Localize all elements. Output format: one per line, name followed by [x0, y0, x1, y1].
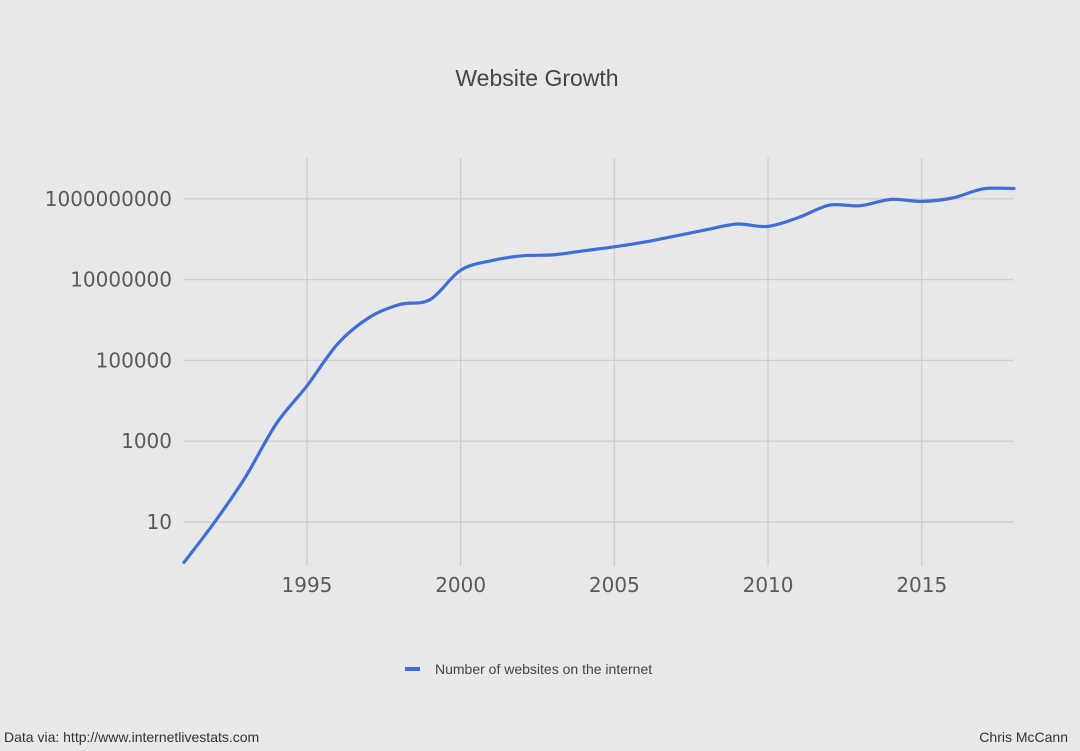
y-tick-label: 1000 — [121, 429, 172, 453]
author-credit: Chris McCann — [979, 729, 1068, 745]
chart-title: Website Growth — [455, 65, 618, 91]
y-tick-label: 100000 — [96, 348, 172, 372]
y-tick-label: 10 — [147, 510, 172, 534]
y-axis-tick-labels: 10 1000 100000 10000000 1000000000 — [45, 187, 172, 534]
series-line-websites — [182, 186, 1016, 564]
legend-label: Number of websites on the internet — [435, 661, 652, 677]
y-tick-label: 1000000000 — [45, 187, 172, 211]
legend-swatch — [405, 667, 420, 671]
grid-lines — [184, 158, 1014, 566]
x-tick-label: 1995 — [282, 573, 333, 597]
legend: Number of websites on the internet — [405, 661, 652, 677]
data-source-note: Data via: http://www.internetlivestats.c… — [4, 729, 260, 745]
x-tick-label: 2000 — [435, 573, 486, 597]
x-tick-label: 2005 — [589, 573, 640, 597]
x-axis-tick-labels: 1995 2000 2005 2010 2015 — [282, 573, 948, 597]
y-tick-label: 10000000 — [70, 268, 172, 292]
x-tick-label: 2015 — [896, 573, 947, 597]
x-tick-label: 2010 — [743, 573, 794, 597]
series-layer — [182, 186, 1016, 564]
